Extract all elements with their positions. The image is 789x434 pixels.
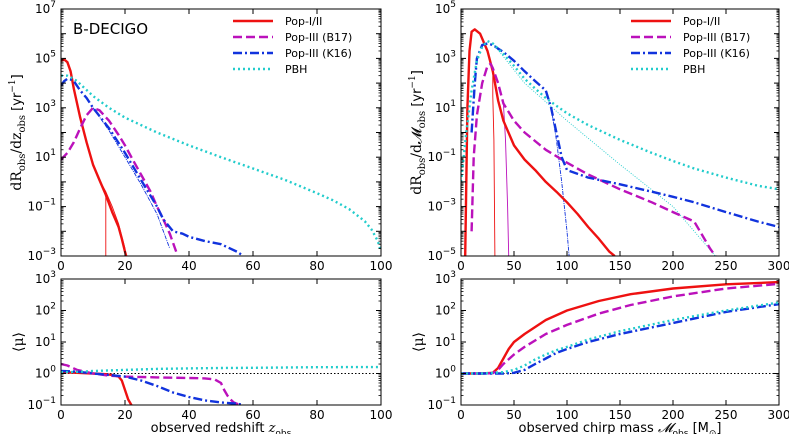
plot-area bbox=[461, 280, 779, 375]
x-tick-label: 40 bbox=[181, 259, 196, 273]
legend-label-pop-i-ii: Pop-I/II bbox=[683, 15, 720, 28]
x-tick-label: 0 bbox=[57, 259, 65, 273]
series-line-pop-iii-b17 bbox=[461, 282, 779, 375]
x-tick-label: 20 bbox=[117, 408, 132, 422]
x-tick-label: 100 bbox=[370, 259, 393, 273]
y-tick-label: 107 bbox=[35, 0, 56, 16]
x-tick-label: 60 bbox=[245, 408, 260, 422]
x-tick-label: 0 bbox=[457, 259, 465, 273]
series-line-pop-i-ii bbox=[61, 58, 128, 256]
x-tick-label: 0 bbox=[457, 408, 465, 422]
x-tick-label: 20 bbox=[117, 259, 132, 273]
panel-bottom-left: 0 20 40 60 80 100 10−1 100 101 102 103 ⟨μ⟩ observed … bbox=[11, 270, 392, 434]
x-axis-label: observed redshift zobs bbox=[151, 421, 292, 434]
x-tick-label: 100 bbox=[556, 408, 579, 422]
legend-label-pop-iii-b17: Pop-III (B17) bbox=[683, 31, 750, 44]
y-tick-label: 100 bbox=[435, 365, 456, 381]
y-tick-label: 101 bbox=[435, 99, 456, 115]
y-tick-label: 102 bbox=[35, 302, 56, 318]
y-tick-label: 105 bbox=[435, 0, 456, 16]
y-tick-label: 101 bbox=[35, 148, 56, 164]
x-tick-label: 200 bbox=[662, 408, 685, 422]
y-axis-label: ⟨μ⟩ bbox=[11, 332, 27, 352]
x-tick-label: 50 bbox=[506, 259, 521, 273]
panel-top-right: 0 50 100 150 200 250 300 10−5 10−3 10−1 101 103 105 d… bbox=[408, 0, 789, 273]
legend-label-pbh: PBH bbox=[285, 63, 307, 76]
x-tick-label: 300 bbox=[768, 408, 789, 422]
y-tick-label: 103 bbox=[435, 270, 456, 286]
x-tick-label: 40 bbox=[181, 408, 196, 422]
x-tick-label: 0 bbox=[57, 408, 65, 422]
legend-label-pbh: PBH bbox=[683, 63, 705, 76]
series-line-pop-iii-b17 bbox=[61, 362, 241, 405]
y-tick-label: 100 bbox=[35, 365, 56, 381]
x-tick-label: 100 bbox=[370, 408, 393, 422]
series-line-pbh bbox=[61, 365, 381, 374]
thin-line-pop-iii-k16 bbox=[92, 107, 171, 249]
legend-label-pop-i-ii: Pop-I/II bbox=[285, 15, 322, 28]
legend: Pop-I/II Pop-III (B17) Pop-III (K16) PBH bbox=[233, 15, 352, 76]
series-line-pbh bbox=[61, 74, 381, 253]
y-tick-label: 103 bbox=[35, 99, 56, 115]
y-tick-label: 10−1 bbox=[27, 396, 56, 412]
panel-title: B-DECIGO bbox=[73, 20, 148, 38]
legend-label-pop-iii-k16: Pop-III (K16) bbox=[285, 47, 352, 60]
y-axis-label: ⟨μ⟩ bbox=[411, 332, 427, 352]
x-tick-label: 200 bbox=[662, 259, 685, 273]
plot-area bbox=[61, 58, 381, 256]
y-tick-label: 101 bbox=[435, 333, 456, 349]
y-tick-label: 10−1 bbox=[427, 148, 456, 164]
x-tick-label: 250 bbox=[715, 408, 738, 422]
axes-frame bbox=[460, 278, 780, 406]
x-tick-label: 50 bbox=[506, 408, 521, 422]
x-tick-label: 250 bbox=[715, 259, 738, 273]
legend-label-pop-iii-k16: Pop-III (K16) bbox=[683, 47, 750, 60]
x-tick-label: 300 bbox=[768, 259, 789, 273]
legend: Pop-I/II Pop-III (B17) Pop-III (K16) PBH bbox=[631, 15, 750, 76]
y-axis-label: dRobs/dzobs [yr−1] bbox=[8, 74, 28, 190]
y-tick-label: 10−3 bbox=[427, 198, 456, 214]
x-tick-label: 60 bbox=[245, 259, 260, 273]
axes-frame bbox=[60, 278, 382, 406]
plot-area bbox=[61, 362, 381, 405]
x-tick-label: 80 bbox=[309, 408, 324, 422]
y-tick-label: 101 bbox=[35, 333, 56, 349]
thin-line-pbh-thin bbox=[492, 43, 716, 256]
panel-top-left: 0 20 40 60 80 100 10−3 10−1 101 103 105 107 dRobs/dz… bbox=[8, 0, 392, 273]
series-line-pop-i-ii bbox=[464, 28, 616, 256]
x-axis-label: observed chirp mass 𝓜obs [M⊙] bbox=[519, 421, 722, 434]
panel-bottom-right: 0 50 100 150 200 250 300 10−1 100 101 102 103 ⟨μ⟩ obs… bbox=[411, 270, 789, 434]
y-tick-label: 10−5 bbox=[427, 247, 456, 263]
series-line-pop-iii-k16 bbox=[61, 77, 245, 256]
plot-area bbox=[461, 28, 779, 256]
thin-line-pop-iii-k16-drop bbox=[550, 107, 570, 256]
x-tick-label: 100 bbox=[556, 259, 579, 273]
series-line-pbh bbox=[461, 39, 779, 191]
y-tick-label: 10−3 bbox=[27, 247, 56, 263]
x-tick-label: 80 bbox=[309, 259, 324, 273]
y-axis-label: dRobs/d𝓜obs [yr−1] bbox=[408, 70, 428, 195]
legend-label-pop-iii-b17: Pop-III (B17) bbox=[285, 31, 352, 44]
x-tick-label: 150 bbox=[609, 259, 632, 273]
series-line-pbh bbox=[461, 301, 779, 375]
y-tick-label: 10−1 bbox=[27, 198, 56, 214]
series-line-pop-iii-k16 bbox=[470, 42, 779, 229]
y-tick-label: 103 bbox=[435, 49, 456, 65]
x-tick-label: 150 bbox=[609, 408, 632, 422]
y-tick-label: 10−1 bbox=[427, 396, 456, 412]
series-line-pop-iii-b17 bbox=[470, 62, 717, 256]
series-line-pop-iii-k16 bbox=[61, 369, 244, 405]
y-tick-label: 103 bbox=[35, 270, 56, 286]
series-line-pop-i-ii bbox=[61, 371, 133, 405]
y-tick-label: 105 bbox=[35, 49, 56, 65]
y-tick-label: 102 bbox=[435, 302, 456, 318]
series-line-pop-iii-k16 bbox=[461, 302, 779, 375]
thin-line-pop-i-ii-drop bbox=[492, 75, 496, 256]
